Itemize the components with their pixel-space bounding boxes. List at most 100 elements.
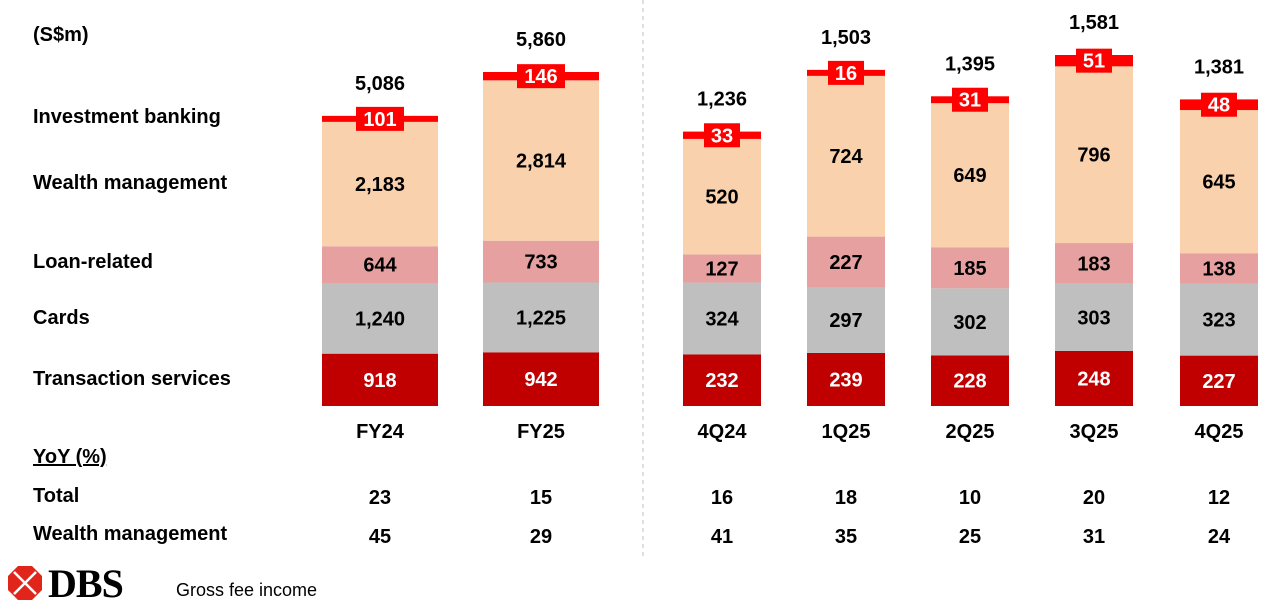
value-label-wealth-management: 649 xyxy=(953,165,986,187)
bar-segment-transaction-services xyxy=(483,352,599,406)
value-label-box-investment-banking xyxy=(517,64,565,89)
value-label-investment-banking: 101 xyxy=(363,109,396,131)
value-label-wealth-management: 796 xyxy=(1077,145,1110,167)
value-label-transaction-services: 228 xyxy=(953,371,986,393)
bar-segment-cards xyxy=(322,283,438,354)
yoy-value: 16 xyxy=(711,487,733,509)
bar-segment-transaction-services xyxy=(1180,355,1258,406)
bar-segment-wealth-management xyxy=(483,80,599,241)
yoy-value: 35 xyxy=(835,526,857,548)
value-label-box-investment-banking xyxy=(952,87,988,112)
bar-segment-loan-related xyxy=(931,247,1009,289)
value-label-cards: 324 xyxy=(705,309,739,331)
total-label: 1,503 xyxy=(821,27,871,49)
total-label: 5,860 xyxy=(516,29,566,51)
value-label-cards: 297 xyxy=(829,310,862,332)
bar-segment-cards xyxy=(1055,283,1133,351)
bar-segment-wealth-management xyxy=(1180,110,1258,254)
value-label-wealth-management: 520 xyxy=(705,187,738,209)
bar-segment-loan-related xyxy=(322,246,438,284)
bar-segment-wealth-management xyxy=(1055,66,1133,244)
x-tick-label: FY24 xyxy=(356,421,405,443)
value-label-loan-related: 138 xyxy=(1202,259,1235,281)
value-label-wealth-management: 724 xyxy=(829,146,863,168)
bar-segment-cards xyxy=(683,282,761,355)
value-label-box-investment-banking xyxy=(704,123,740,148)
bar-segment-transaction-services xyxy=(683,354,761,406)
yoy-value: 25 xyxy=(959,526,981,548)
total-label: 1,395 xyxy=(945,53,995,75)
yoy-heading: YoY (%) xyxy=(33,446,107,468)
value-label-transaction-services: 942 xyxy=(524,369,557,391)
yoy-value: 41 xyxy=(711,526,733,548)
yoy-value: 15 xyxy=(530,487,552,509)
bar-segment-wealth-management xyxy=(322,121,438,247)
legend-loan-related: Loan-related xyxy=(33,251,154,273)
yoy-value: 23 xyxy=(369,487,391,509)
legend-investment-banking: Investment banking xyxy=(33,106,221,128)
bar-segment-transaction-services xyxy=(1055,350,1133,406)
dbs-wordmark: DBS xyxy=(48,561,124,606)
dbs-logo-icon xyxy=(8,566,42,600)
yoy-value: 20 xyxy=(1083,487,1105,509)
total-label: 1,581 xyxy=(1069,12,1119,34)
bar-segment-wealth-management xyxy=(807,75,885,237)
bar-segment-loan-related xyxy=(1055,243,1133,284)
bar-segment-transaction-services xyxy=(931,355,1009,406)
bar-segment-loan-related xyxy=(1180,253,1258,284)
unit-label: (S$m) xyxy=(33,24,89,46)
bar-segment-loan-related xyxy=(683,254,761,283)
value-label-investment-banking: 51 xyxy=(1083,51,1105,73)
bar-segment-loan-related xyxy=(483,240,599,283)
value-label-transaction-services: 232 xyxy=(705,370,738,392)
bar-segment-cards xyxy=(931,288,1009,356)
yoy-value: 18 xyxy=(835,487,857,509)
total-label: 1,381 xyxy=(1194,56,1244,78)
value-label-box-investment-banking xyxy=(1201,92,1237,117)
value-label-loan-related: 227 xyxy=(829,252,862,274)
value-label-loan-related: 185 xyxy=(953,258,986,280)
value-label-transaction-services: 918 xyxy=(363,370,396,392)
value-label-cards: 1,240 xyxy=(355,308,405,330)
value-label-wealth-management: 2,814 xyxy=(516,151,567,173)
yoy-row-label-wealth: Wealth management xyxy=(33,523,228,545)
total-label: 5,086 xyxy=(355,73,405,95)
legend-wealth-management: Wealth management xyxy=(33,172,228,194)
total-label: 1,236 xyxy=(697,89,747,111)
value-label-cards: 303 xyxy=(1077,307,1110,329)
bar-segment-cards xyxy=(807,287,885,353)
bar-segment-cards xyxy=(1180,283,1258,356)
value-label-transaction-services: 248 xyxy=(1077,368,1110,390)
x-tick-label: 4Q25 xyxy=(1195,421,1244,443)
bar-segment-wealth-management xyxy=(931,103,1009,248)
yoy-row-label-total: Total xyxy=(33,485,80,507)
x-tick-label: 2Q25 xyxy=(946,421,995,443)
value-label-box-investment-banking xyxy=(828,60,864,85)
yoy-value: 31 xyxy=(1083,526,1105,548)
yoy-value: 29 xyxy=(530,526,552,548)
x-tick-label: 3Q25 xyxy=(1070,421,1119,443)
value-label-investment-banking: 146 xyxy=(524,66,557,88)
bar-segment-transaction-services xyxy=(807,352,885,406)
bar-segment-transaction-services xyxy=(322,353,438,406)
value-label-loan-related: 127 xyxy=(705,258,738,280)
value-label-investment-banking: 31 xyxy=(959,90,981,112)
legend-transaction-services: Transaction services xyxy=(33,368,231,390)
value-label-cards: 302 xyxy=(953,312,986,334)
bar-segment-wealth-management xyxy=(683,138,761,255)
value-label-investment-banking: 33 xyxy=(711,125,733,147)
legend-cards: Cards xyxy=(33,307,90,329)
value-label-loan-related: 183 xyxy=(1077,253,1110,275)
value-label-box-investment-banking xyxy=(1076,48,1112,73)
value-label-investment-banking: 16 xyxy=(835,63,857,85)
x-tick-label: 4Q24 xyxy=(698,421,748,443)
value-label-cards: 1,225 xyxy=(516,307,566,329)
yoy-value: 45 xyxy=(369,526,391,548)
bar-segment-cards xyxy=(483,282,599,353)
x-tick-label: FY25 xyxy=(517,421,565,443)
value-label-transaction-services: 227 xyxy=(1202,371,1235,393)
value-label-cards: 323 xyxy=(1202,310,1235,332)
value-label-loan-related: 644 xyxy=(363,255,397,277)
bar-segment-loan-related xyxy=(807,236,885,288)
